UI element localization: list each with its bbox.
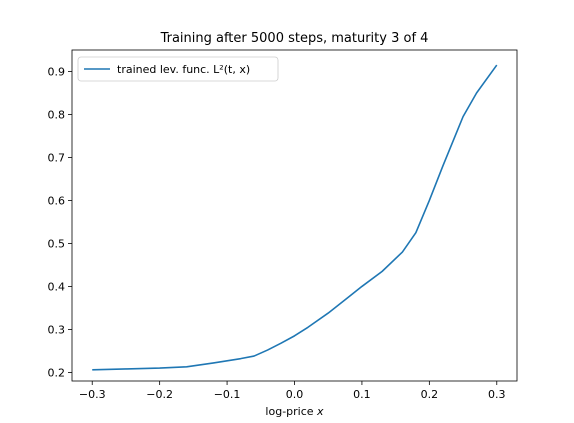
y-tick-label: 0.3	[48, 323, 66, 336]
y-tick-label: 0.4	[48, 280, 66, 293]
y-tick-label: 0.6	[48, 194, 66, 207]
x-tick-label: 0.0	[286, 388, 304, 401]
y-tick-label: 0.8	[48, 108, 66, 121]
chart-title: Training after 5000 steps, maturity 3 of…	[160, 31, 429, 46]
legend-entry: trained lev. func. L²(t, x)	[117, 63, 250, 76]
x-axis-label: log-price x	[265, 405, 324, 418]
plot-area	[71, 49, 518, 382]
y-tick-label: 0.2	[48, 366, 66, 379]
series-line-0	[92, 64, 498, 371]
x-tick-label: −0.3	[79, 388, 106, 401]
x-axis: −0.3 −0.2 −0.1 0.0 0.1 0.2 0.3	[79, 381, 506, 401]
legend-box	[77, 56, 279, 82]
y-axis: 0.2 0.3 0.4 0.5 0.6 0.7 0.8 0.9	[48, 65, 72, 379]
y-tick-label: 0.5	[48, 237, 66, 250]
x-tick-label: 0.3	[488, 388, 506, 401]
axes-frame	[71, 49, 518, 382]
x-tick-label: −0.2	[146, 388, 173, 401]
x-tick-label: −0.1	[214, 388, 241, 401]
y-tick-label: 0.9	[48, 65, 66, 78]
legend: trained lev. func. L²(t, x)	[77, 56, 279, 82]
y-tick-label: 0.7	[48, 151, 66, 164]
x-tick-label: 0.2	[421, 388, 439, 401]
x-tick-label: 0.1	[353, 388, 371, 401]
series-group	[92, 64, 498, 371]
